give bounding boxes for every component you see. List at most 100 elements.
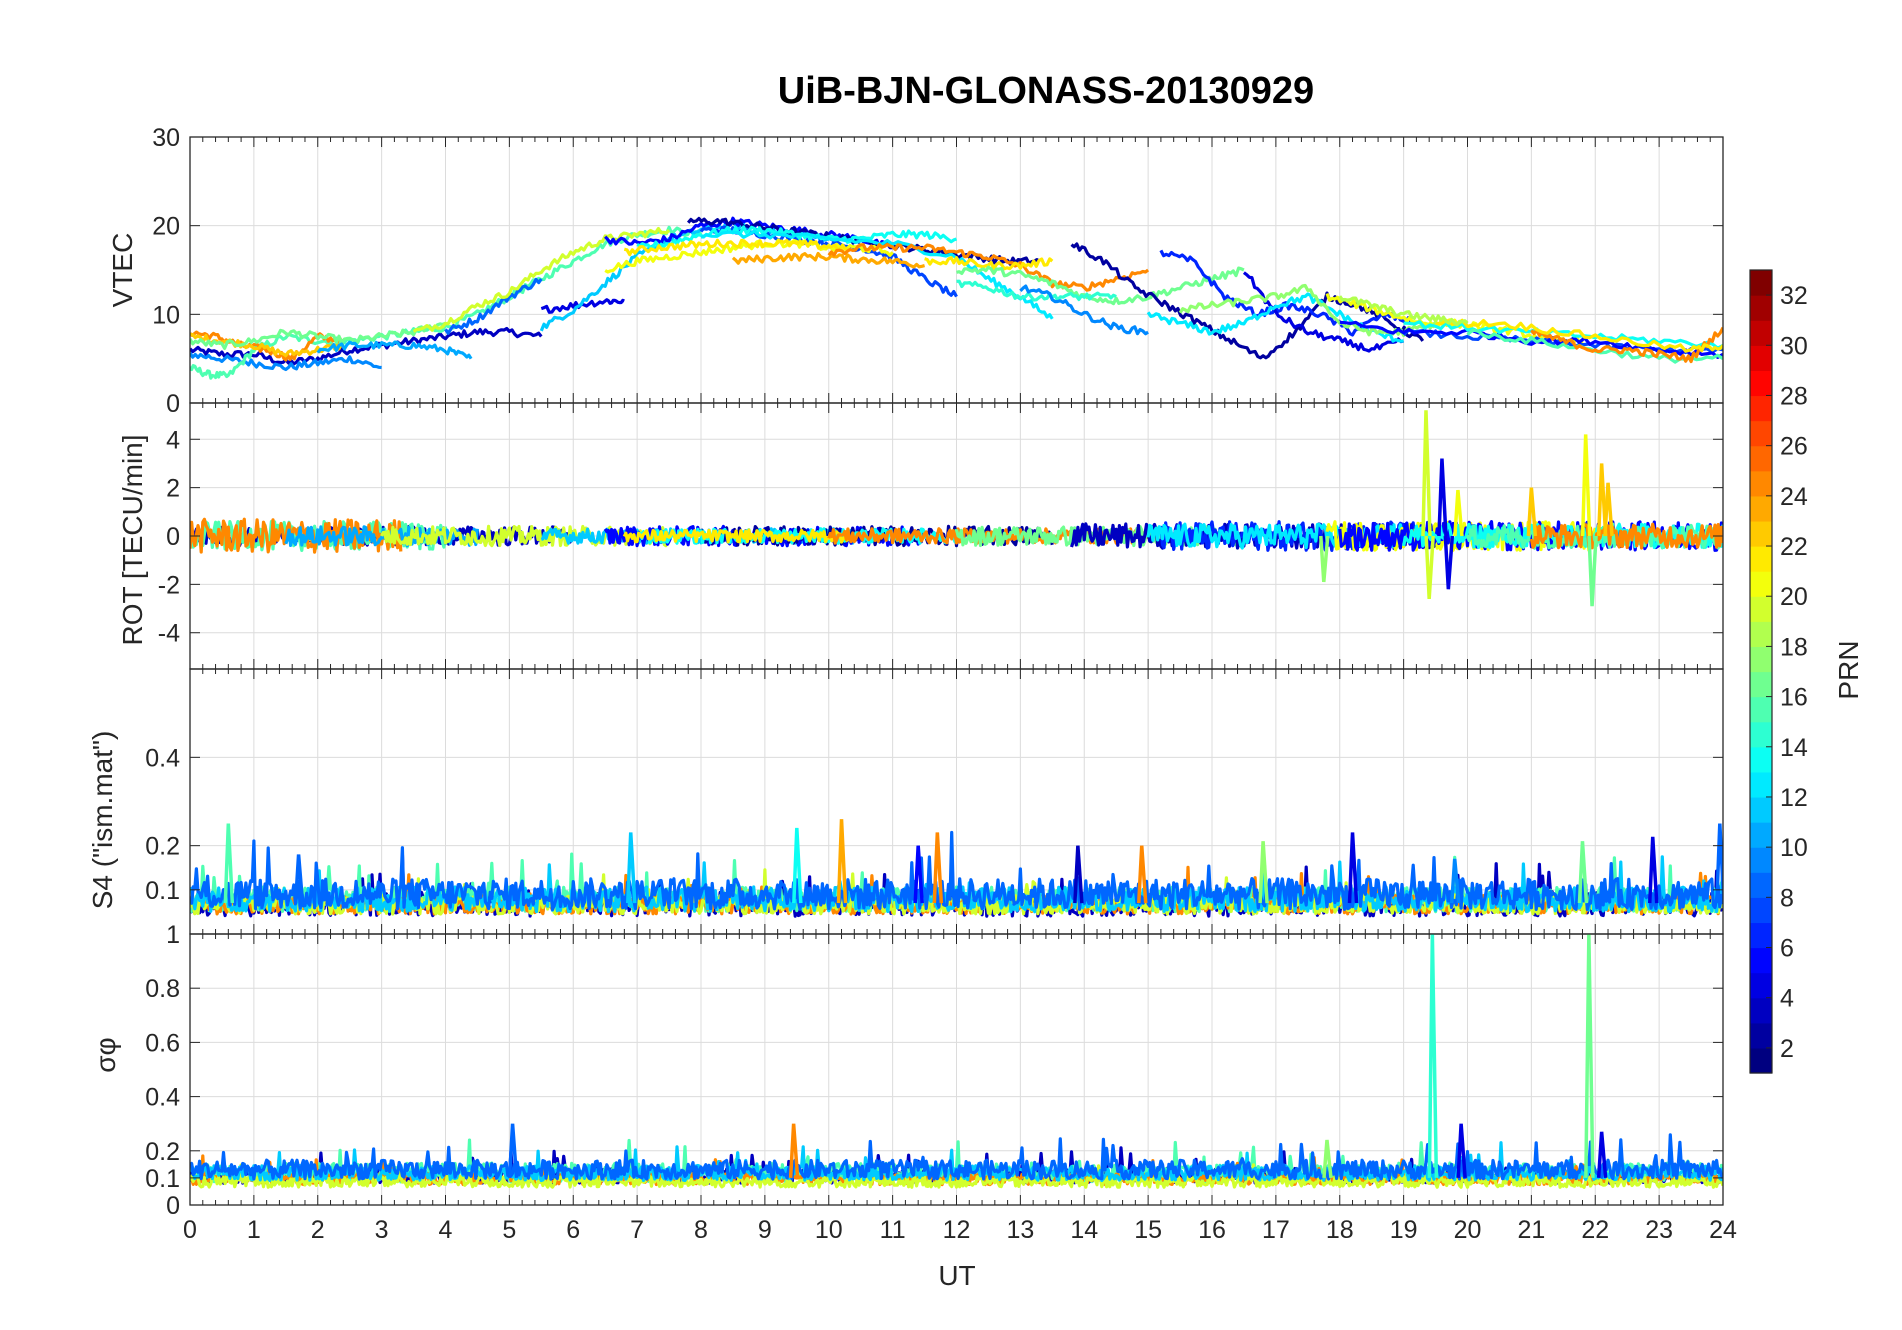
colorbar-swatch-1 (1750, 1047, 1772, 1074)
series-group (190, 934, 1723, 1189)
y-tick-label: 0 (166, 390, 180, 418)
panel-rot: -4 -2 0 2 4 (158, 402, 1724, 670)
spike-prn-4 (1443, 535, 1455, 590)
x-tick-label: 21 (1517, 1216, 1545, 1244)
series-line-prn-3 (190, 326, 543, 366)
colorbar-tick-label: 22 (1780, 533, 1808, 561)
colorbar-swatch-2 (1750, 1022, 1772, 1049)
series-line-prn-18 (1338, 295, 1469, 327)
colorbar-swatch-29 (1750, 345, 1772, 371)
x-tick-label: 14 (1070, 1216, 1098, 1244)
y-tick-label: 0 (166, 523, 180, 551)
series-line-prn-24 (1529, 522, 1723, 550)
x-tick-label: 5 (502, 1216, 516, 1244)
colorbar-swatch-17 (1750, 646, 1772, 673)
y-tick-label: 0.2 (145, 1138, 180, 1166)
series-line-prn-8 (444, 277, 543, 335)
series-line-prn-22 (190, 332, 344, 358)
series-line-prn-8 (190, 1133, 1723, 1181)
colorbar-tick-label: 30 (1780, 332, 1808, 360)
spike-prn-8 (293, 854, 305, 904)
y-tick-label: 0.1 (145, 877, 180, 905)
series-line-prn-4 (540, 298, 625, 314)
colorbar-swatch-8 (1750, 872, 1772, 898)
colorbar-swatch-3 (1750, 997, 1772, 1024)
x-axis-label: UT (938, 1260, 975, 1291)
spike-prn-15 (223, 823, 235, 904)
spike-prn-16 (1587, 535, 1598, 607)
x-tick-label: 0 (183, 1216, 197, 1244)
x-tick-label: 18 (1326, 1216, 1354, 1244)
spike-prn-4 (1647, 836, 1659, 904)
colorbar-swatch-16 (1750, 671, 1772, 698)
colorbar-swatch-31 (1750, 295, 1772, 321)
colorbar-tick-label: 4 (1780, 985, 1794, 1013)
y-tick-label: 1 (166, 921, 180, 949)
x-tick-label: 1 (247, 1216, 261, 1244)
y-tick-label: 0.1 (145, 1165, 180, 1193)
spike-prn-8 (507, 1123, 519, 1179)
colorbar-tick-label: 2 (1780, 1035, 1794, 1063)
colorbar-swatch-23 (1750, 495, 1772, 522)
colorbar-swatch-21 (1750, 546, 1772, 572)
colorbar-tick-label: 32 (1780, 282, 1808, 310)
colorbar-swatch-4 (1750, 972, 1772, 999)
y-tick-label: 0.8 (145, 975, 180, 1003)
chart-title: UiB-BJN-GLONASS-20130929 (778, 70, 1314, 112)
x-tick-label: 2 (311, 1216, 325, 1244)
series-line-prn-24 (190, 330, 344, 362)
colorbar-swatch-10 (1750, 822, 1772, 848)
spike-prn-16 (1577, 841, 1589, 904)
colorbar-swatch-5 (1750, 947, 1772, 974)
spike-prn-5 (913, 845, 924, 904)
colorbar-swatch-25 (1750, 445, 1772, 472)
x-tick-label: 4 (439, 1216, 453, 1244)
colorbar-swatch-15 (1750, 696, 1772, 723)
x-tick-label: 20 (1454, 1216, 1482, 1244)
spike-prn-14 (1427, 934, 1439, 1178)
series-line-prn-23 (731, 251, 926, 269)
spike-prn-17 (1258, 841, 1269, 904)
x-tick-label: 16 (1198, 1216, 1226, 1244)
x-tick-label: 6 (566, 1216, 580, 1244)
y-axis-label-vtec: VTEC (107, 233, 138, 308)
y-tick-label: 0.4 (145, 744, 180, 772)
spike-prn-17 (1322, 1139, 1333, 1179)
colorbar-tick-label: 16 (1780, 684, 1808, 712)
colorbar-swatch-14 (1750, 721, 1772, 748)
x-axis: 0 1 2 3 4 5 6 7 8 9 10 11 12 13 14 15 16 17 18 19 20 21 22 23 24 (183, 1216, 1737, 1244)
colorbar-swatch-11 (1750, 796, 1772, 823)
spike-prn-22 (1596, 463, 1608, 537)
colorbar-tick-label: 8 (1780, 884, 1794, 912)
series-line-prn-6 (1159, 249, 1417, 337)
colorbar-swatch-32 (1750, 270, 1772, 296)
series-line-prn-21 (623, 238, 849, 257)
colorbar-swatch-28 (1750, 370, 1772, 397)
series-line-prn-16 (956, 265, 1245, 306)
x-tick-label: 11 (880, 1216, 906, 1244)
series-line-prn-13 (1403, 320, 1723, 350)
series-line-prn-14 (956, 279, 1117, 302)
x-tick-label: 13 (1006, 1216, 1034, 1244)
x-tick-label: 17 (1262, 1216, 1290, 1244)
spike-prn-9 (1449, 858, 1461, 904)
spike-prn-24 (1136, 845, 1148, 904)
x-tick-label: 9 (758, 1216, 772, 1244)
colorbar-tick-label: 18 (1780, 633, 1808, 661)
colorbar-swatch-30 (1750, 320, 1772, 346)
series-line-prn-21 (622, 528, 850, 544)
spike-prn-22 (1603, 482, 1614, 537)
series-line-prn-21 (1435, 318, 1723, 353)
spike-prn-23 (836, 819, 848, 904)
series-line-prn-10 (316, 340, 473, 360)
colorbar-swatch-24 (1750, 470, 1772, 497)
series-group (190, 410, 1723, 607)
series-line-prn-8 (190, 830, 1723, 912)
x-tick-label: 23 (1645, 1216, 1673, 1244)
colorbar-tick-label: 12 (1780, 784, 1808, 812)
colorbar-swatch-13 (1750, 746, 1772, 773)
colorbar-tick-label: 24 (1780, 483, 1808, 511)
y-tick-label: 0.2 (145, 833, 180, 861)
